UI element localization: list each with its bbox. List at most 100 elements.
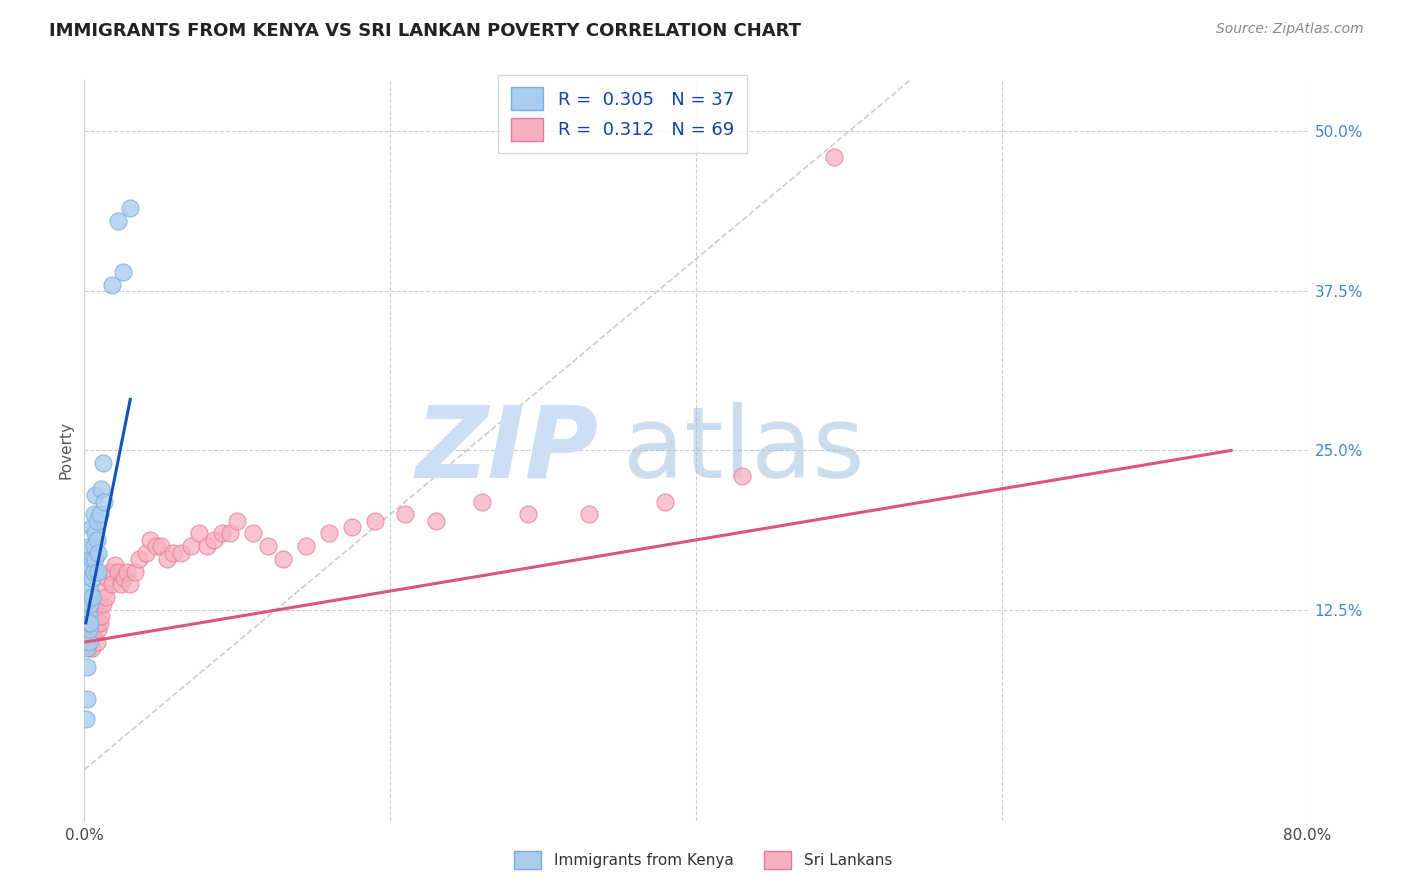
Text: ZIP: ZIP [415,402,598,499]
Point [578,508,600,522]
Point [76,660,98,674]
Point [170,545,193,559]
Point [76,692,98,706]
Point [84,615,107,630]
Point [112,571,135,585]
Point [80,641,103,656]
Point [80,552,103,566]
Point [79,615,101,630]
Point [83,508,105,522]
Point [86,597,108,611]
Point [318,526,340,541]
Point [77,609,100,624]
Point [120,577,142,591]
Point [79,597,101,611]
Point [101,577,124,591]
Point [80,520,103,534]
Point [107,565,129,579]
Point [115,565,138,579]
Point [79,558,101,573]
Point [91,456,114,470]
Point [89,597,111,611]
Point [101,277,124,292]
Point [79,597,101,611]
Y-axis label: Poverty: Poverty [58,421,73,480]
Point [77,609,100,624]
Point [84,552,107,566]
Point [80,597,103,611]
Point [120,201,142,215]
Point [654,494,676,508]
Point [104,558,127,573]
Legend: Immigrants from Kenya, Sri Lankans: Immigrants from Kenya, Sri Lankans [508,845,898,875]
Point [75,712,97,726]
Point [135,545,157,559]
Point [79,565,101,579]
Point [295,539,318,553]
Point [77,635,100,649]
Point [93,583,115,598]
Point [98,565,121,579]
Point [145,539,167,553]
Point [80,571,103,585]
Point [823,150,845,164]
Point [77,641,100,656]
Point [76,615,98,630]
Point [80,615,103,630]
Point [83,597,105,611]
Point [226,514,249,528]
Point [84,603,107,617]
Point [211,526,233,541]
Point [80,629,103,643]
Point [156,552,179,566]
Point [86,615,108,630]
Point [87,603,110,617]
Text: IMMIGRANTS FROM KENYA VS SRI LANKAN POVERTY CORRELATION CHART: IMMIGRANTS FROM KENYA VS SRI LANKAN POVE… [49,22,801,40]
Point [87,565,110,579]
Point [75,603,97,617]
Point [83,539,105,553]
Point [257,539,280,553]
Point [180,539,202,553]
Point [87,545,110,559]
Point [80,591,103,605]
Point [89,508,111,522]
Point [84,526,107,541]
Point [86,533,108,547]
Point [139,533,162,547]
Point [76,641,98,656]
Point [149,539,172,553]
Point [86,635,108,649]
Point [111,265,134,279]
Point [731,469,754,483]
Point [471,494,494,508]
Point [96,571,118,585]
Point [425,514,447,528]
Point [394,508,416,522]
Point [340,520,363,534]
Point [242,526,264,541]
Point [84,488,107,502]
Point [83,622,105,636]
Point [77,591,100,605]
Point [79,583,101,598]
Point [91,597,114,611]
Point [162,545,184,559]
Point [79,539,101,553]
Point [77,629,100,643]
Point [79,615,101,630]
Point [87,622,110,636]
Point [124,565,146,579]
Text: atlas: atlas [623,402,865,499]
Text: Source: ZipAtlas.com: Source: ZipAtlas.com [1216,22,1364,37]
Point [90,609,112,624]
Point [516,508,538,522]
Point [188,526,211,541]
Point [202,533,225,547]
Point [94,591,117,605]
Point [128,552,150,566]
Point [79,609,101,624]
Point [89,615,111,630]
Point [76,597,98,611]
Point [77,622,100,636]
